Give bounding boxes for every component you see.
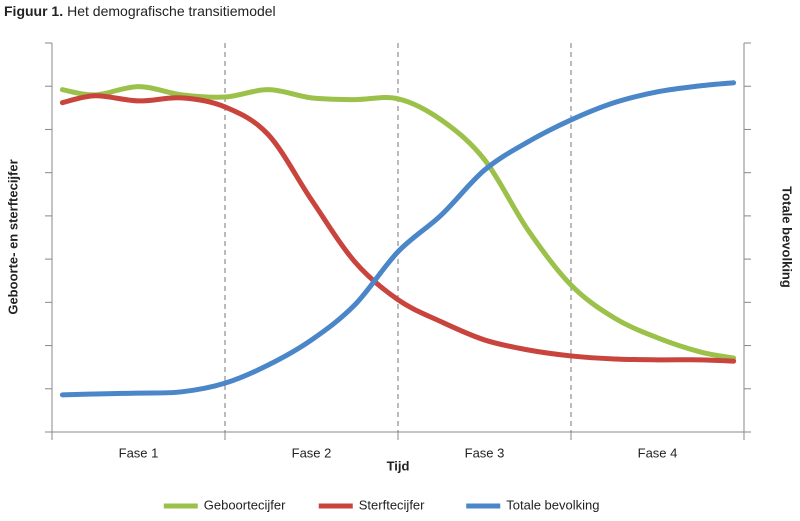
y2-axis-label: Totale bevolking xyxy=(780,186,795,288)
phase-label: Fase 3 xyxy=(465,445,505,460)
phase-label: Fase 4 xyxy=(638,445,678,460)
title-text: Het demografische transitiemodel xyxy=(67,3,276,19)
title-label: Figuur 1. xyxy=(4,3,63,19)
y-axis-label: Geboorte- en sterftecijfer xyxy=(5,159,20,314)
phase-label: Fase 1 xyxy=(119,445,159,460)
series-line xyxy=(59,80,737,398)
legend-label: Geboortecijfer xyxy=(204,497,286,512)
series-line xyxy=(59,84,737,361)
legend-label: Sterftecijfer xyxy=(359,497,425,512)
chart-title: Figuur 1. Het demografische transitiemode… xyxy=(4,3,276,19)
phase-label: Fase 2 xyxy=(292,445,332,460)
series-line xyxy=(59,93,737,364)
legend-label: Totale bevolking xyxy=(506,497,599,512)
x-axis-label: Tijd xyxy=(387,458,410,473)
